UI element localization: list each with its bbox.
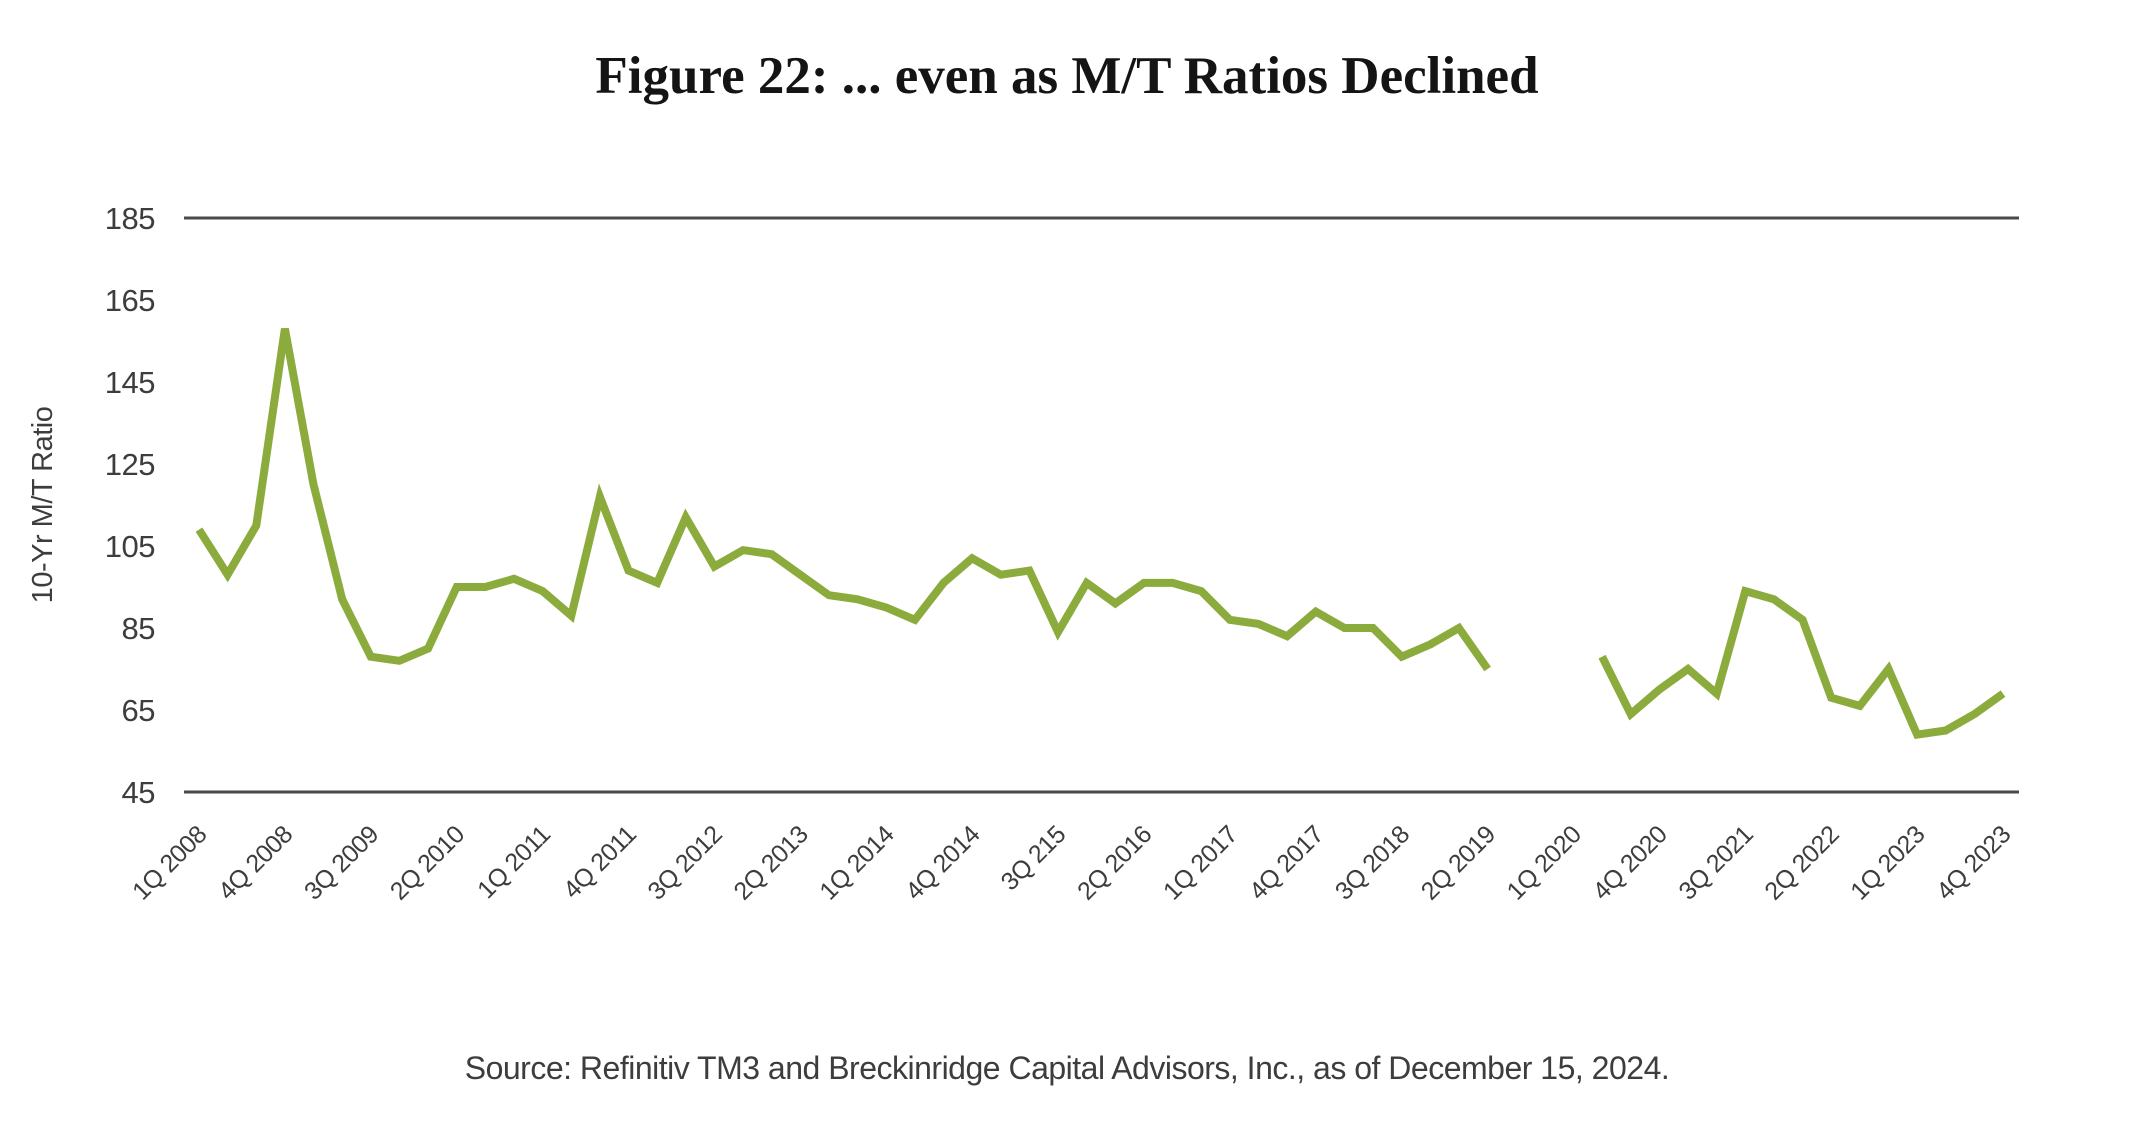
x-tick-label: 4Q 2023: [1931, 820, 2016, 905]
x-tick-label: 1Q 2014: [814, 820, 900, 906]
x-tick-label: 1Q 2020: [1502, 820, 1587, 905]
y-tick-label: 45: [122, 775, 155, 810]
x-tick-label: 1Q 2011: [472, 820, 556, 904]
x-tick-label: 2Q 2010: [385, 820, 470, 905]
x-tick-label: 4Q 2011: [558, 820, 642, 904]
y-tick-label: 125: [105, 447, 155, 482]
x-axis-tick-labels: 1Q 2008 4Q 2008 3Q 2009 2Q 2010 1Q 2011 4Q 20…: [127, 820, 2016, 906]
y-tick-label: 65: [122, 693, 155, 728]
source-note: Source: Refinitiv TM3 and Breckinridge C…: [465, 1050, 1670, 1086]
x-tick-label: 4Q 2020: [1587, 820, 1672, 905]
x-tick-label: 4Q 2014: [900, 820, 986, 906]
chart-title: Figure 22: ... even as M/T Ratios Declin…: [595, 47, 1538, 105]
x-tick-label: 3Q 2018: [1330, 820, 1415, 905]
x-tick-label: 2Q 2016: [1072, 820, 1157, 905]
x-tick-label: 2Q 2019: [1416, 820, 1501, 905]
y-tick-label: 185: [105, 201, 155, 236]
x-tick-label: 3Q 2012: [642, 820, 727, 905]
x-tick-label: 3Q 2021: [1673, 820, 1758, 905]
y-tick-label: 165: [105, 283, 155, 318]
x-tick-label: 2Q 2013: [728, 820, 813, 905]
y-tick-label: 85: [122, 611, 155, 646]
series-line: [195, 327, 2006, 739]
y-axis-tick-labels: 45 65 85 105 125 145 165 185: [105, 201, 156, 810]
x-tick-label: 2Q 2022: [1759, 820, 1844, 905]
y-tick-label: 105: [105, 529, 155, 564]
y-axis-title: 10-Yr M/T Ratio: [27, 407, 59, 604]
x-tick-label: 3Q 215: [996, 820, 1072, 896]
x-tick-label: 1Q 2017: [1158, 820, 1243, 905]
x-tick-label: 4Q 2017: [1244, 820, 1329, 905]
x-tick-label: 1Q 2008: [127, 820, 212, 905]
x-tick-label: 1Q 2023: [1845, 820, 1930, 905]
y-tick-label: 145: [105, 365, 155, 400]
x-tick-label: 3Q 2009: [299, 820, 384, 905]
x-tick-label: 4Q 2008: [213, 820, 298, 905]
